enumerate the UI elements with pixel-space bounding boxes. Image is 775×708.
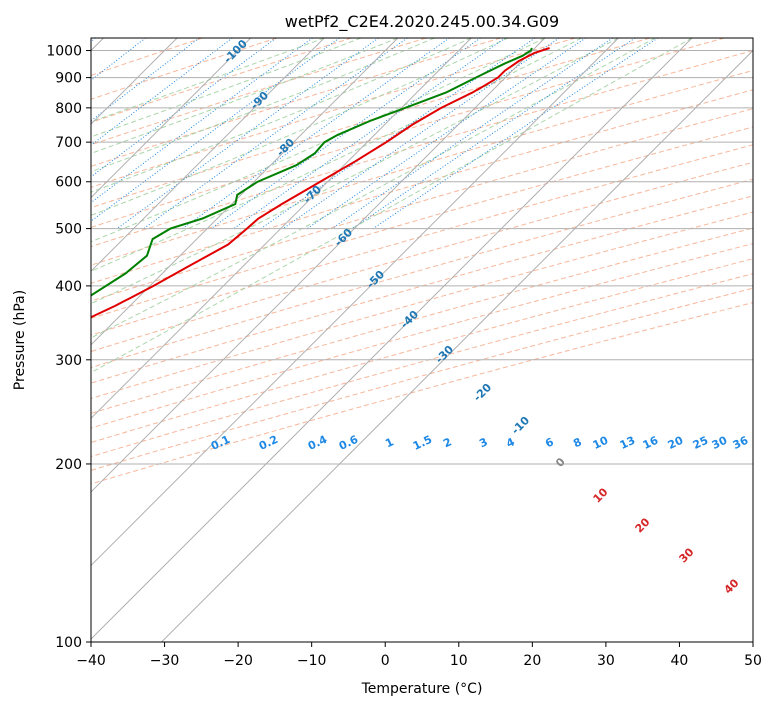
mixing-ratio-line [260,38,536,230]
x-tick-label: 0 [381,653,390,669]
mixing-ratio-line [210,38,481,230]
dry-adiabat-line [91,227,753,414]
isotherm-line [91,38,693,640]
dry-adiabat-line [91,38,501,167]
x-tick-label: 20 [523,653,541,669]
mixing-ratio-line [352,38,636,230]
profile-lines [91,47,550,319]
x-tick-label: 30 [597,653,615,669]
y-tick-label: 800 [55,101,82,117]
dry-adiabat-line [91,126,753,319]
grid-lines [91,38,753,642]
isotherm-line [91,38,251,199]
dry-adiabat-line [91,301,753,485]
mixing-ratio-line [116,38,379,230]
dry-adiabat-line [91,38,725,228]
isotherm-line [91,38,619,567]
isotherm-line [161,49,753,642]
y-tick-label: 200 [55,457,82,473]
mixing-ratio-line [331,38,613,230]
background-lines [91,38,753,485]
moist-adiabat-line [91,38,693,374]
moist-adiabat-line [91,38,546,243]
y-tick-label: 500 [55,222,82,238]
y-tick-label: 900 [55,71,82,87]
mixing-ratio-line [307,38,586,230]
isotherm-line [91,38,325,272]
x-tick-label: −20 [223,653,253,669]
dry-adiabat-line [91,38,576,188]
mixing-ratio-label: 30 [710,434,730,452]
dry-adiabat-line [91,258,753,444]
isotherm-line [91,38,472,420]
isotherm-line [91,38,399,346]
plot-frame [90,37,754,643]
x-tick-label: 40 [671,653,689,669]
y-axis-title: Pressure (hPa) [12,290,28,390]
dewpoint-profile-line [91,47,533,297]
y-tick-label: 400 [55,279,82,295]
dry-adiabat-line [91,243,753,429]
dry-adiabat-line [91,38,352,123]
x-tick-label: −10 [297,653,327,669]
dry-adiabat-line [91,89,753,284]
mixing-ratio-line [91,38,313,204]
mixing-ratio-label: 20 [666,434,686,452]
x-tick-label: −40 [76,653,106,669]
x-axis-title: Temperature (°C) [361,681,483,697]
y-tick-label: 300 [55,353,82,369]
y-tick-label: 1000 [46,44,82,60]
mixing-ratio-line [91,38,277,178]
mixing-ratio-label: 25 [691,434,710,452]
dry-adiabat-line [91,287,753,471]
x-tick-label: 50 [744,653,762,669]
dry-adiabat-line [91,211,753,400]
dry-adiabat-line [91,161,753,353]
dry-adiabat-line [91,69,753,266]
mixing-ratio-label: 10 [591,434,611,452]
mixing-ratio-label: 16 [641,434,661,452]
isotherm-line [91,38,546,493]
mixing-ratio-line [91,38,96,43]
y-axis: 1000 900 800 700 600 500 400 300 200 100 [46,44,91,651]
mixing-ratio-line [91,38,233,146]
moist-adiabat-line [91,38,398,154]
mixing-ratio-line [282,38,560,230]
moist-adiabat-line [91,38,656,339]
x-tick-label: −30 [150,653,180,669]
moist-adiabat-line [91,38,619,305]
moist-adiabat-line [91,38,472,193]
x-axis: −40 −30 −20 −10 0 10 20 30 40 50 [76,642,762,669]
mixing-ratio-line [91,38,340,222]
dry-adiabat-line [91,273,753,458]
plot-background [91,38,753,642]
mixing-ratio-label: 36 [731,434,751,452]
dry-adiabat-line [91,108,753,302]
chart-title: wetPf2_C2E4.2020.245.00.34.G09 [285,12,559,32]
x-tick-label: 10 [450,653,468,669]
y-tick-label: 600 [55,175,82,191]
y-tick-label: 700 [55,135,82,151]
temperature-profile-line [91,47,550,319]
y-tick-label: 100 [55,635,82,651]
mixing-ratio-label: 13 [618,434,637,452]
